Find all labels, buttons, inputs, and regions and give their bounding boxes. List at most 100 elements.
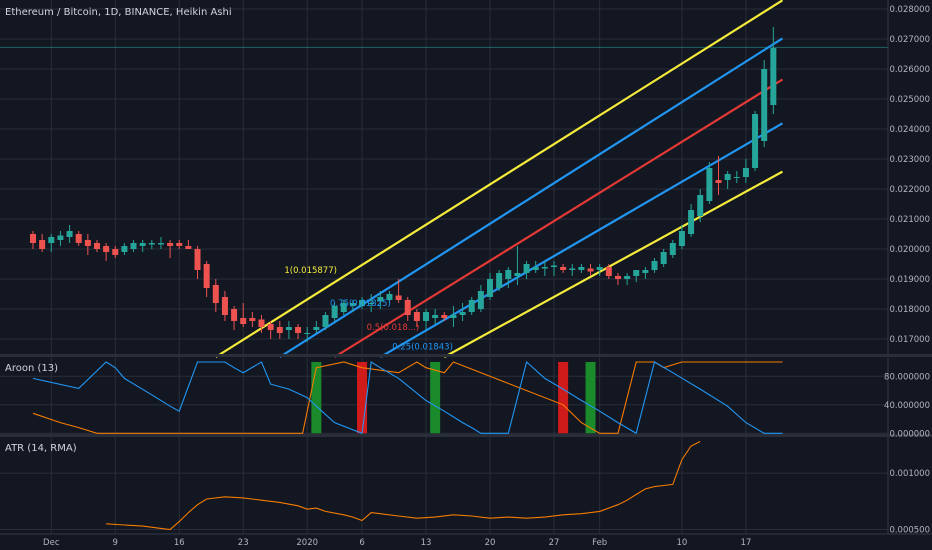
candle[interactable] [157,237,164,249]
aroon-line-aroon-up[interactable] [32,361,783,434]
candle[interactable] [770,27,777,114]
candle[interactable] [752,111,759,171]
candle[interactable] [432,309,439,324]
candle[interactable] [340,300,347,315]
candle[interactable] [185,240,192,249]
candle[interactable] [578,264,585,273]
atr-line-atr[interactable] [106,441,701,531]
candle[interactable] [569,264,576,276]
candle[interactable] [669,240,676,258]
candle[interactable] [194,246,201,279]
candle[interactable] [505,267,512,288]
candle[interactable] [642,267,649,279]
candle[interactable] [267,321,274,339]
candle[interactable] [75,231,82,246]
candle[interactable] [39,234,46,252]
candle[interactable] [514,246,521,285]
candle[interactable] [624,273,631,285]
candle[interactable] [139,240,146,252]
price-axis[interactable]: 0.028000 0.027000 0.026000 0.025000 0.024000… [884,5,930,535]
candle[interactable] [614,273,621,285]
candle[interactable] [404,297,411,321]
candle[interactable] [651,258,658,273]
candle[interactable] [313,321,320,333]
candle[interactable] [66,225,73,243]
pane-separator[interactable] [0,354,932,357]
candle[interactable] [30,231,36,249]
candle[interactable] [377,291,384,309]
time-axis[interactable]: Dec 9 16 23 2020 6 13 20 27 Feb 10 17 [43,538,751,548]
candle[interactable] [413,309,420,327]
candle[interactable] [441,312,448,321]
channel-line-outer-top[interactable] [215,0,784,358]
candle[interactable] [532,261,539,273]
candle[interactable] [249,312,256,327]
atr-series[interactable] [106,441,701,531]
candle[interactable] [121,243,128,255]
candle[interactable] [212,279,219,312]
pane-separator[interactable] [0,434,932,437]
candle[interactable] [468,297,475,315]
candle[interactable] [395,279,402,303]
candle[interactable] [459,303,466,321]
candle[interactable] [587,264,594,276]
candle[interactable] [487,273,493,300]
candle[interactable] [276,321,283,339]
candle[interactable] [130,240,137,252]
candle[interactable] [240,303,247,327]
candle[interactable] [386,291,393,303]
candle[interactable] [167,240,174,258]
candle[interactable] [258,315,265,333]
candle[interactable] [103,243,110,261]
candle[interactable] [761,60,768,147]
candle[interactable] [733,171,740,183]
candle[interactable] [688,204,695,237]
candle[interactable] [359,297,366,309]
candle[interactable] [231,306,238,330]
candle[interactable] [84,234,91,255]
candle-body [340,303,347,312]
candle[interactable] [304,327,311,342]
candle[interactable] [496,270,503,291]
candle[interactable] [423,309,430,330]
candle[interactable] [322,312,329,330]
candle[interactable] [550,261,557,276]
aroon-series[interactable] [32,360,783,435]
candle[interactable] [541,261,548,276]
candle-body [48,237,55,243]
aroon-line-aroon-down[interactable] [32,360,783,435]
candle[interactable] [148,240,155,249]
candle[interactable] [523,261,530,279]
candle[interactable] [176,240,183,249]
candle[interactable] [349,300,356,312]
regression-channel[interactable] [215,0,784,358]
candle[interactable] [295,324,302,339]
candle[interactable] [605,264,612,279]
candle[interactable] [477,285,484,312]
pane-separators[interactable] [0,0,932,535]
channel-line-inner-bottom[interactable] [379,122,784,358]
candle[interactable] [331,303,338,321]
channel-line-outer-bottom[interactable] [443,170,784,358]
candlestick-series[interactable] [30,27,777,342]
candle[interactable] [57,231,64,246]
candle[interactable] [285,321,292,339]
candle[interactable] [742,159,749,183]
candle[interactable] [706,162,713,204]
candle[interactable] [560,264,567,273]
candle[interactable] [697,189,704,222]
candle[interactable] [93,240,100,252]
candle[interactable] [724,171,731,189]
candle[interactable] [678,225,685,249]
candle[interactable] [660,249,667,267]
candle[interactable] [450,306,457,327]
candle[interactable] [48,234,55,252]
candle[interactable] [596,264,603,276]
candle[interactable] [112,246,119,258]
candle[interactable] [715,156,722,195]
candle[interactable] [368,294,375,312]
candle[interactable] [203,261,210,297]
candle[interactable] [633,270,640,282]
candle[interactable] [221,291,228,321]
